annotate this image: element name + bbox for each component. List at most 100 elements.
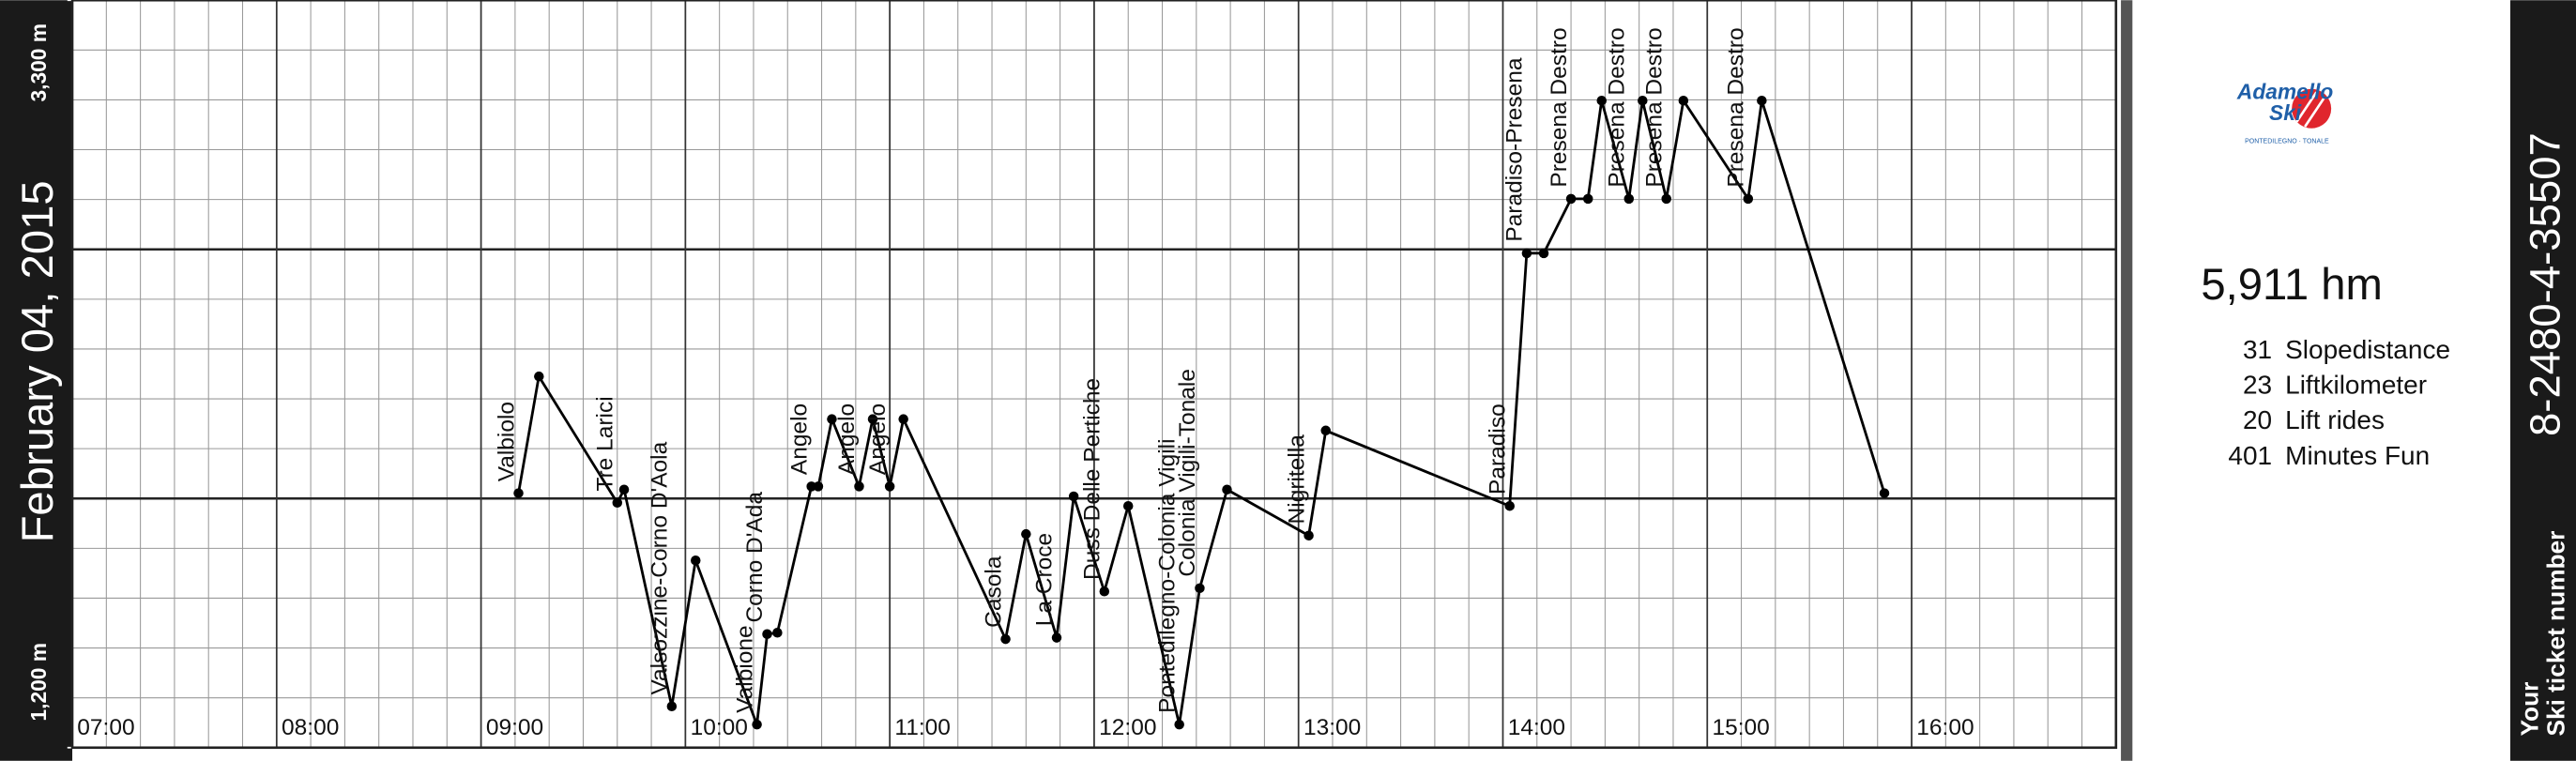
logo-stripe (2304, 96, 2326, 128)
lift-point (1743, 193, 1754, 205)
lift-point (1538, 248, 1549, 259)
left-strip (0, 0, 73, 761)
x-tick-label: 15:00 (1713, 715, 1770, 740)
stat-value: 23 (2243, 371, 2272, 400)
lift-point (806, 481, 816, 492)
lift-point (827, 414, 837, 424)
lift-point (884, 481, 895, 492)
lift-point (666, 701, 678, 712)
stat-label: Liftkilometer (2285, 371, 2427, 400)
lift-point (513, 488, 524, 498)
lift-point (854, 481, 864, 492)
lift-label: Valbiolo (494, 402, 519, 481)
stat-value: 20 (2243, 405, 2272, 434)
divider (2121, 0, 2133, 761)
lift-label: Angelo (865, 403, 891, 475)
lift-point (1122, 500, 1134, 511)
plot-border (70, 0, 2118, 750)
x-tick-label: 16:00 (1916, 715, 1974, 740)
lift-label: Pontedilegno-Colonia Vigili (1154, 438, 1180, 712)
lift-label: La Croce (1032, 533, 1058, 626)
y-tick-label: 1,200 m (26, 643, 51, 721)
lift-label: Casola (981, 556, 1006, 628)
lift-point (618, 484, 630, 495)
lift-point (772, 628, 783, 638)
ticket-caption: Your (2516, 682, 2544, 737)
lift-point (1521, 248, 1532, 259)
stat-value: 401 (2228, 441, 2272, 470)
lift-label: Angelo (786, 403, 812, 475)
stat-label: Slopedistance (2285, 335, 2450, 364)
lift-label: Colonia Vigili-Tonale (1175, 369, 1200, 577)
lift-point (1303, 530, 1314, 540)
x-tick-label: 12:00 (1099, 715, 1156, 740)
lift-point (1051, 632, 1062, 643)
stat-value: 31 (2243, 335, 2272, 364)
lift-point (1678, 95, 1689, 106)
x-tick-label: 08:00 (282, 715, 339, 740)
x-tick-label: 10:00 (691, 715, 748, 740)
lift-point (1757, 95, 1767, 106)
lift-label: Tre Larici (593, 396, 618, 491)
lift-label: Presena Destro (1547, 27, 1572, 187)
lift-label: Paradiso-Presena (1502, 57, 1528, 241)
lift-point (1195, 583, 1205, 594)
lift-point (762, 629, 772, 640)
lift-label: Presena Destro (1724, 27, 1749, 187)
lift-point (1565, 193, 1577, 205)
lift-point (1320, 425, 1331, 436)
lift-point (1099, 586, 1110, 597)
lift-point (1000, 633, 1011, 645)
lift-point (898, 414, 908, 424)
lift-point (1623, 193, 1635, 205)
lift-point (1068, 491, 1079, 502)
logo-line2: Ski (2269, 100, 2302, 125)
x-tick-label: 13:00 (1303, 715, 1361, 740)
stat-label: Lift rides (2285, 405, 2385, 434)
x-tick-label: 14:00 (1508, 715, 1565, 740)
stat-label: Minutes Fun (2285, 441, 2430, 470)
lift-point (1582, 193, 1593, 205)
lift-label: Valsozzine-Corno D'Aola (648, 441, 673, 694)
lift-point (1021, 528, 1031, 540)
logo-mark (2292, 88, 2332, 129)
logo-line1: Adamello (2236, 79, 2334, 103)
lift-point (752, 719, 762, 730)
total-height: 5,911 hm (2201, 260, 2383, 310)
x-tick-label: 11:00 (894, 715, 951, 740)
stats: 31 Slopedistance 23 Liftkilometer 20 Lift rid… (2228, 335, 2450, 470)
logo: Adamello Ski PONTEDILEGNO · TONALE (2236, 79, 2334, 145)
lift-label: Angelo (834, 403, 860, 475)
altitude-line (517, 97, 1886, 725)
right-strip (2509, 0, 2576, 761)
lift-label: Nigritella (1284, 434, 1309, 525)
x-tick-label: 07:00 (77, 715, 134, 740)
lift-label: Presena Destro (1641, 27, 1667, 187)
lift-point (1174, 719, 1184, 730)
y-tick-label: 3,300 m (26, 23, 51, 101)
logo-stripe (2295, 91, 2318, 123)
ticket-number: 8-2480-4-35507 (2521, 132, 2568, 436)
lift-label: Corno D'Ada (742, 492, 768, 623)
lift-label: Presena Destro (1605, 27, 1630, 187)
lift-point (1504, 500, 1515, 511)
lift-point (1596, 95, 1607, 106)
lift-label: Paradiso (1485, 403, 1510, 495)
lift-point (867, 414, 878, 424)
lift-point (612, 497, 623, 509)
lift-point (691, 556, 701, 566)
x-tick-label: 09:00 (486, 715, 543, 740)
ticket-caption: Ski ticket number (2542, 531, 2570, 737)
lift-label: Duss Delle Pertiche (1080, 378, 1105, 580)
lift-point (534, 371, 544, 382)
lift-point (1661, 193, 1671, 205)
lift-point (1879, 488, 1890, 498)
date: February 04, 2015 (13, 180, 63, 542)
lift-point (1638, 95, 1648, 106)
lift-point (813, 481, 824, 492)
lift-label: Valbione (732, 625, 757, 713)
plot: 07:00 08:00 09:00 10:00 11:00 12:00 13:00 14:00… (26, 0, 2118, 750)
logo-tagline: PONTEDILEGNO · TONALE (2245, 139, 2329, 145)
